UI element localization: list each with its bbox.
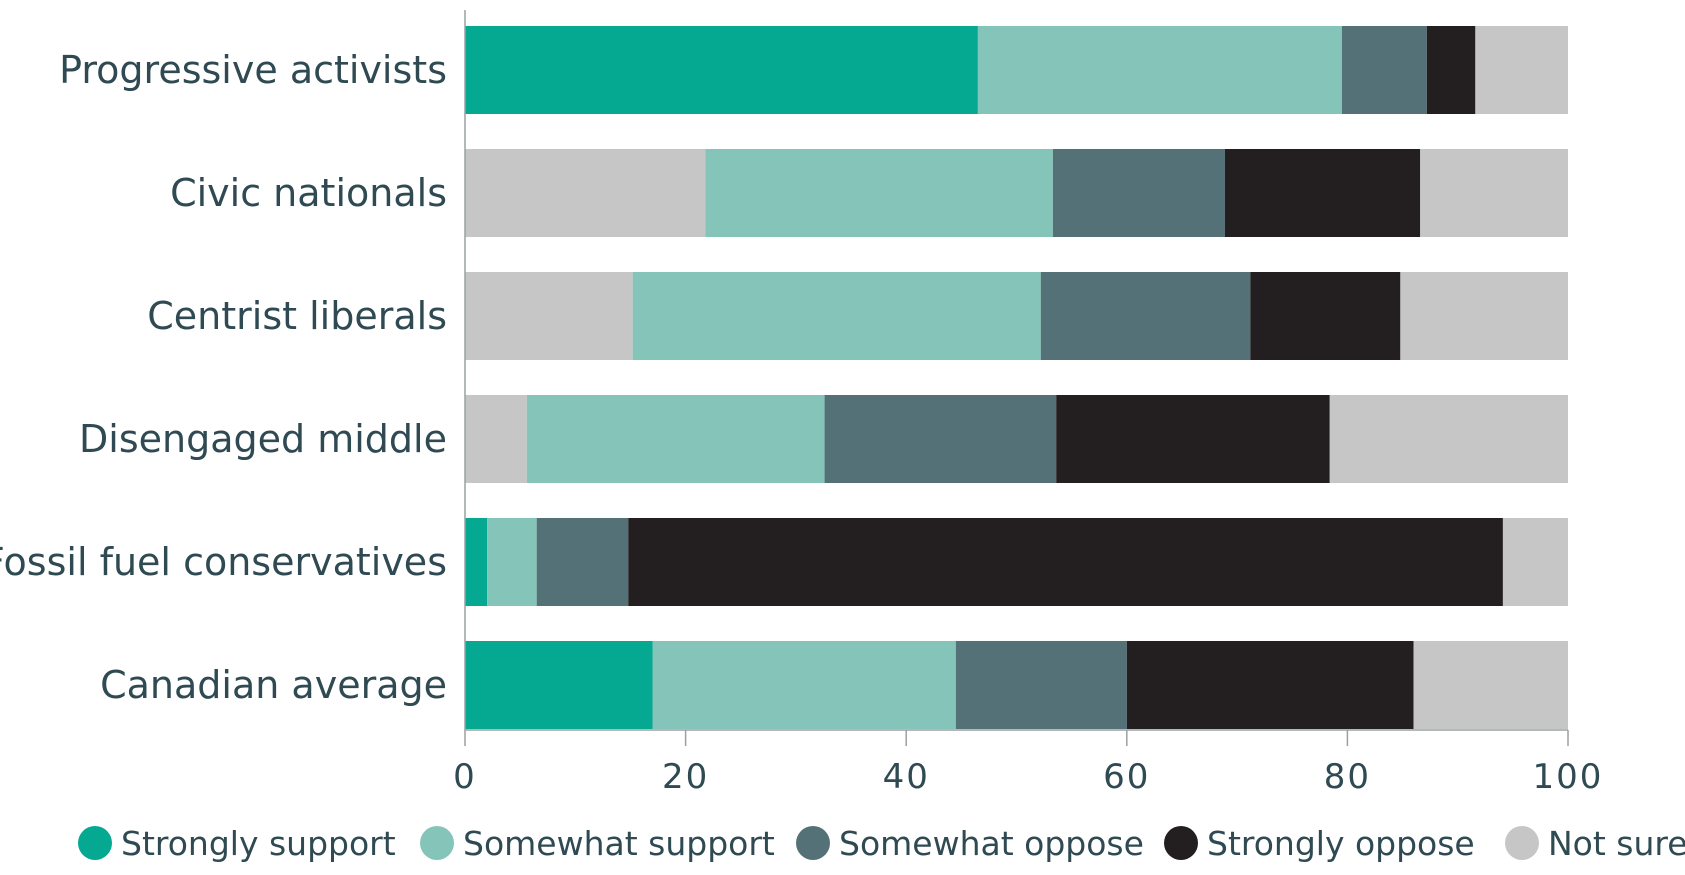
legend-label-not-sure: Not sure bbox=[1548, 824, 1685, 863]
bar-progressive-activists-strongly-oppose bbox=[1426, 26, 1476, 114]
legend-label-somewhat-support: Somewhat support bbox=[463, 824, 775, 863]
bar-progressive-activists-strongly-support bbox=[465, 26, 978, 114]
bar-centrist-liberals-not-sure-leading bbox=[465, 272, 633, 360]
bar-progressive-activists-not-sure bbox=[1475, 26, 1568, 114]
category-label-fossil-fuel-conservatives: Fossil fuel conservatives bbox=[0, 540, 447, 584]
bar-civic-nationals-not-sure bbox=[1420, 149, 1568, 237]
x-tick-label-100: 100 bbox=[1533, 757, 1604, 797]
bar-fossil-fuel-conservatives-somewhat-oppose bbox=[536, 518, 629, 606]
x-tick-label-80: 80 bbox=[1324, 757, 1371, 797]
category-labels: Progressive activists Civic nationals Cent… bbox=[0, 48, 447, 707]
legend-label-strongly-oppose: Strongly oppose bbox=[1207, 824, 1475, 863]
x-tick-label-60: 60 bbox=[1103, 757, 1150, 797]
bar-centrist-liberals-somewhat-oppose bbox=[1040, 272, 1251, 360]
bar-canadian-average-somewhat-support bbox=[652, 641, 956, 729]
bar-disengaged-middle-somewhat-oppose bbox=[824, 395, 1057, 483]
legend-swatch-somewhat-support bbox=[420, 826, 454, 860]
category-label-progressive-activists: Progressive activists bbox=[59, 48, 447, 92]
bar-disengaged-middle-somewhat-support bbox=[526, 395, 825, 483]
x-tick-label-0: 0 bbox=[453, 757, 477, 797]
bar-progressive-activists-somewhat-oppose bbox=[1341, 26, 1427, 114]
legend-swatch-not-sure bbox=[1505, 826, 1539, 860]
bar-canadian-average-not-sure bbox=[1413, 641, 1568, 729]
bar-civic-nationals-not-sure-leading bbox=[465, 149, 706, 237]
bar-fossil-fuel-conservatives-somewhat-support bbox=[487, 518, 537, 606]
bar-disengaged-middle-strongly-oppose bbox=[1056, 395, 1330, 483]
bar-civic-nationals-strongly-oppose bbox=[1224, 149, 1421, 237]
bars-group bbox=[465, 26, 1568, 729]
axes-group bbox=[464, 10, 1569, 746]
category-label-disengaged-middle: Disengaged middle bbox=[79, 417, 447, 461]
bar-disengaged-middle-not-sure-leading bbox=[465, 395, 527, 483]
bar-canadian-average-somewhat-oppose bbox=[955, 641, 1127, 729]
legend: Strongly support Somewhat support Somewhat… bbox=[78, 824, 1685, 863]
bar-canadian-average-strongly-oppose bbox=[1126, 641, 1414, 729]
category-label-civic-nationals: Civic nationals bbox=[170, 171, 447, 215]
x-tick-label-40: 40 bbox=[883, 757, 930, 797]
tick-labels: 0 20 40 60 80 100 bbox=[453, 757, 1604, 797]
bar-disengaged-middle-not-sure bbox=[1329, 395, 1568, 483]
bar-progressive-activists-somewhat-support bbox=[977, 26, 1342, 114]
bar-fossil-fuel-conservatives-strongly-oppose bbox=[628, 518, 1503, 606]
category-label-centrist-liberals: Centrist liberals bbox=[147, 294, 447, 338]
legend-swatch-somewhat-oppose bbox=[796, 826, 830, 860]
bar-centrist-liberals-not-sure bbox=[1400, 272, 1568, 360]
legend-swatch-strongly-support bbox=[78, 826, 112, 860]
x-tick-label-20: 20 bbox=[662, 757, 709, 797]
legend-label-somewhat-oppose: Somewhat oppose bbox=[839, 824, 1144, 863]
bar-fossil-fuel-conservatives-strongly-support bbox=[465, 518, 488, 606]
bar-civic-nationals-somewhat-oppose bbox=[1052, 149, 1225, 237]
legend-label-strongly-support: Strongly support bbox=[121, 824, 396, 863]
bar-centrist-liberals-strongly-oppose bbox=[1250, 272, 1401, 360]
bar-civic-nationals-somewhat-support bbox=[705, 149, 1053, 237]
bar-fossil-fuel-conservatives-not-sure bbox=[1502, 518, 1568, 606]
legend-swatch-strongly-oppose bbox=[1164, 826, 1198, 860]
bar-centrist-liberals-somewhat-support bbox=[632, 272, 1041, 360]
category-label-canadian-average: Canadian average bbox=[100, 663, 447, 707]
bar-canadian-average-strongly-support bbox=[465, 641, 653, 729]
